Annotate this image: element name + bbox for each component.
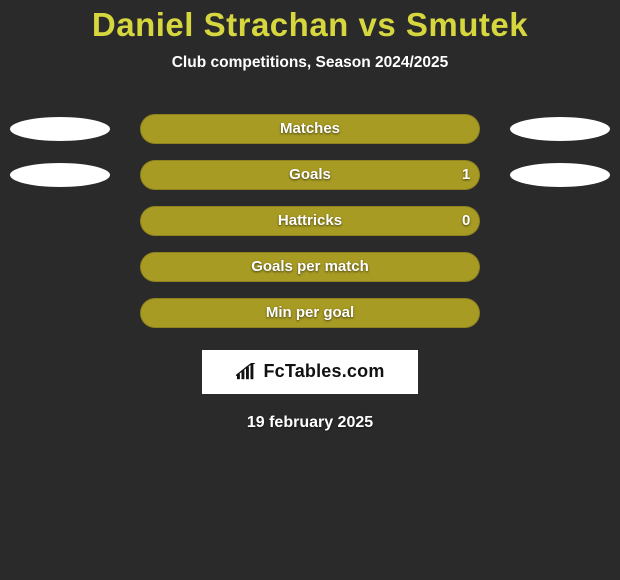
subtitle: Club competitions, Season 2024/2025 <box>172 54 449 72</box>
stat-bar <box>140 114 480 144</box>
stat-row: Goals1 <box>0 160 620 190</box>
stat-row: Hattricks0 <box>0 206 620 236</box>
stat-bar <box>140 206 480 236</box>
brand-logo-text: FcTables.com <box>263 361 384 382</box>
player-marker-right <box>510 117 610 141</box>
brand-logo: FcTables.com <box>202 350 418 394</box>
infographic-card: Daniel Strachan vs Smutek Club competiti… <box>0 0 620 580</box>
stat-bar <box>140 160 480 190</box>
stat-bar <box>140 252 480 282</box>
page-title: Daniel Strachan vs Smutek <box>92 6 528 44</box>
player-marker-right <box>510 163 610 187</box>
stat-row: Matches <box>0 114 620 144</box>
stat-row: Min per goal <box>0 298 620 328</box>
snapshot-date: 19 february 2025 <box>247 414 373 432</box>
player-marker-left <box>10 163 110 187</box>
player-marker-left <box>10 117 110 141</box>
stat-row: Goals per match <box>0 252 620 282</box>
stat-bar <box>140 298 480 328</box>
stat-rows: Matches Goals1 Hattricks0 Goals per match Mi… <box>0 114 620 328</box>
bar-chart-icon <box>235 363 257 381</box>
